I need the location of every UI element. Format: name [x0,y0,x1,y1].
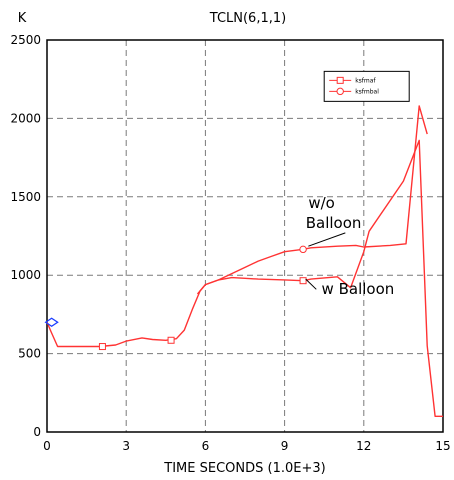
annotation-label: Balloon [306,214,362,232]
x-tick-label: 15 [435,439,450,453]
annotation-leader-line [308,232,346,247]
annotation-label: w/o [308,194,335,212]
legend-marker-ksfmbal [336,87,344,96]
legend-label: ksfmbal [355,88,379,95]
series-marker-ksfmaf [299,277,307,285]
legend-items: ksfmaf ksfmbal [329,76,379,96]
legend-label: ksfmaf [355,77,376,84]
x-tick-label: 3 [122,439,130,453]
y-tick-label: 1000 [10,268,41,282]
grid-layer [47,40,443,432]
legend-marker-ksfmaf [336,76,344,84]
y-unit-label: K [18,11,27,26]
annotation-leader-line [305,278,317,290]
series-line-ksfmaf [46,139,443,417]
x-tick-label: 9 [281,439,289,453]
plot-frame [46,39,444,433]
series-layer [44,105,443,417]
y-tick-label: 1500 [10,190,41,204]
y-tick-label: 2000 [10,111,41,125]
tick-layer: 0 3 6 9 12 15 0 500 1000 1500 2000 2500 [10,33,450,453]
x-tick-label: 0 [43,439,51,453]
series-marker-ksfmaf [167,336,175,344]
initial-point-marker [44,317,59,328]
x-axis-label: TIME SECONDS (1.0E+3) [163,461,325,476]
annotation-label: w Balloon [322,280,395,298]
y-tick-label: 500 [18,347,41,361]
legend: ksfmaf ksfmbal [323,70,410,102]
y-tick-label: 0 [33,425,41,439]
legend-box [323,70,410,102]
annotation-layer: w/o Balloon w Balloon [305,194,395,298]
x-tick-label: 12 [356,439,371,453]
series-marker-ksfmbal [299,245,307,254]
y-tick-label: 2500 [10,33,41,47]
chart-title: TCLN(6,1,1) [209,11,286,26]
series-marker-ksfmaf [98,343,106,351]
x-tick-label: 6 [202,439,210,453]
